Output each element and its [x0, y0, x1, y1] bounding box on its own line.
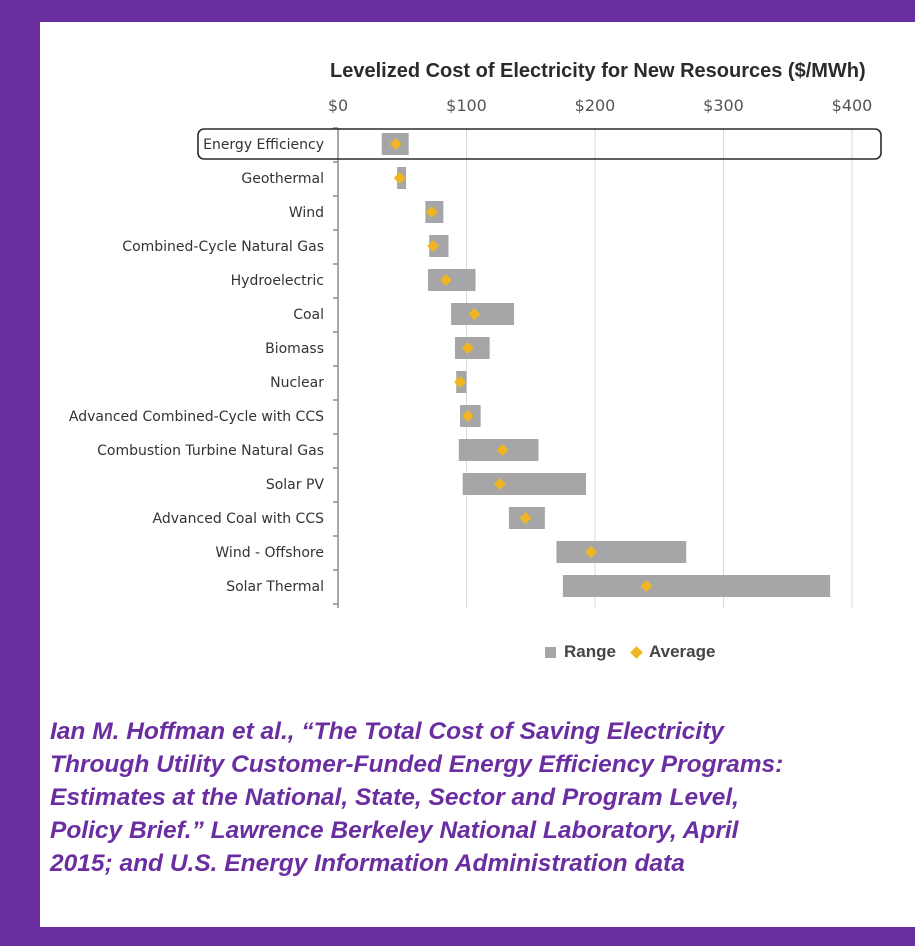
category-labels: Energy Efficiency Geothermal Wind Combined-…: [69, 137, 325, 595]
average-marker: [427, 240, 440, 252]
category-label: Solar PV: [266, 477, 325, 493]
x-tick-label: $100: [446, 96, 487, 115]
category-label: Energy Efficiency: [203, 137, 324, 153]
average-marker: [461, 410, 474, 422]
category-label: Combustion Turbine Natural Gas: [97, 443, 324, 459]
category-axis: [333, 127, 339, 608]
range-bar: [562, 575, 831, 597]
category-label: Biomass: [265, 341, 324, 357]
legend-average-marker: [630, 645, 643, 659]
category-label: Advanced Coal with CCS: [153, 511, 325, 527]
source-citation: Ian M. Hoffman et al., “The Total Cost o…: [50, 718, 784, 877]
x-tick-label: $200: [575, 96, 616, 115]
range-bar: [556, 541, 687, 563]
average-marker: [454, 376, 467, 388]
gridlines: [466, 128, 853, 608]
average-marker: [585, 546, 598, 558]
average-marker: [393, 172, 406, 184]
category-label: Solar Thermal: [226, 579, 324, 595]
average-marker: [496, 444, 509, 456]
x-axis-ticks: $0 $100 $200 $300 $400: [328, 96, 873, 115]
category-label: Geothermal: [241, 171, 324, 187]
legend-range-label: Range: [564, 642, 616, 661]
legend-average-label: Average: [648, 642, 716, 661]
average-markers: [389, 138, 653, 592]
highlight-group: [197, 128, 882, 160]
category-label: Hydroelectric: [231, 273, 324, 289]
category-label: Coal: [293, 307, 324, 323]
category-label: Combined-Cycle Natural Gas: [122, 239, 324, 255]
range-bars: [381, 133, 831, 597]
range-bar: [451, 303, 515, 325]
average-marker: [519, 512, 532, 524]
average-marker: [468, 308, 481, 320]
x-tick-label: $300: [703, 96, 744, 115]
x-tick-label: $0: [328, 96, 348, 115]
average-marker: [425, 206, 438, 218]
average-marker: [389, 138, 402, 150]
chart-card: Levelized Cost of Electricity for New Re…: [40, 22, 915, 927]
category-label: Nuclear: [270, 375, 324, 391]
chart-title: Levelized Cost of Electricity for New Re…: [330, 60, 866, 82]
category-label: Advanced Combined-Cycle with CCS: [69, 409, 324, 425]
average-marker: [493, 478, 506, 490]
x-tick-label: $400: [832, 96, 873, 115]
average-marker: [461, 342, 474, 354]
chart-legend: Range Average: [545, 642, 715, 662]
range-chart: $0 $100 $200 $300 $400 Energy Efficiency Geot…: [69, 96, 882, 608]
average-marker: [640, 580, 653, 592]
category-label: Wind - Offshore: [215, 545, 324, 561]
legend-range-swatch: [545, 646, 556, 658]
category-label: Wind: [289, 205, 324, 221]
range-bar: [462, 473, 587, 495]
average-marker: [439, 274, 452, 286]
highlight-box: [197, 128, 882, 160]
